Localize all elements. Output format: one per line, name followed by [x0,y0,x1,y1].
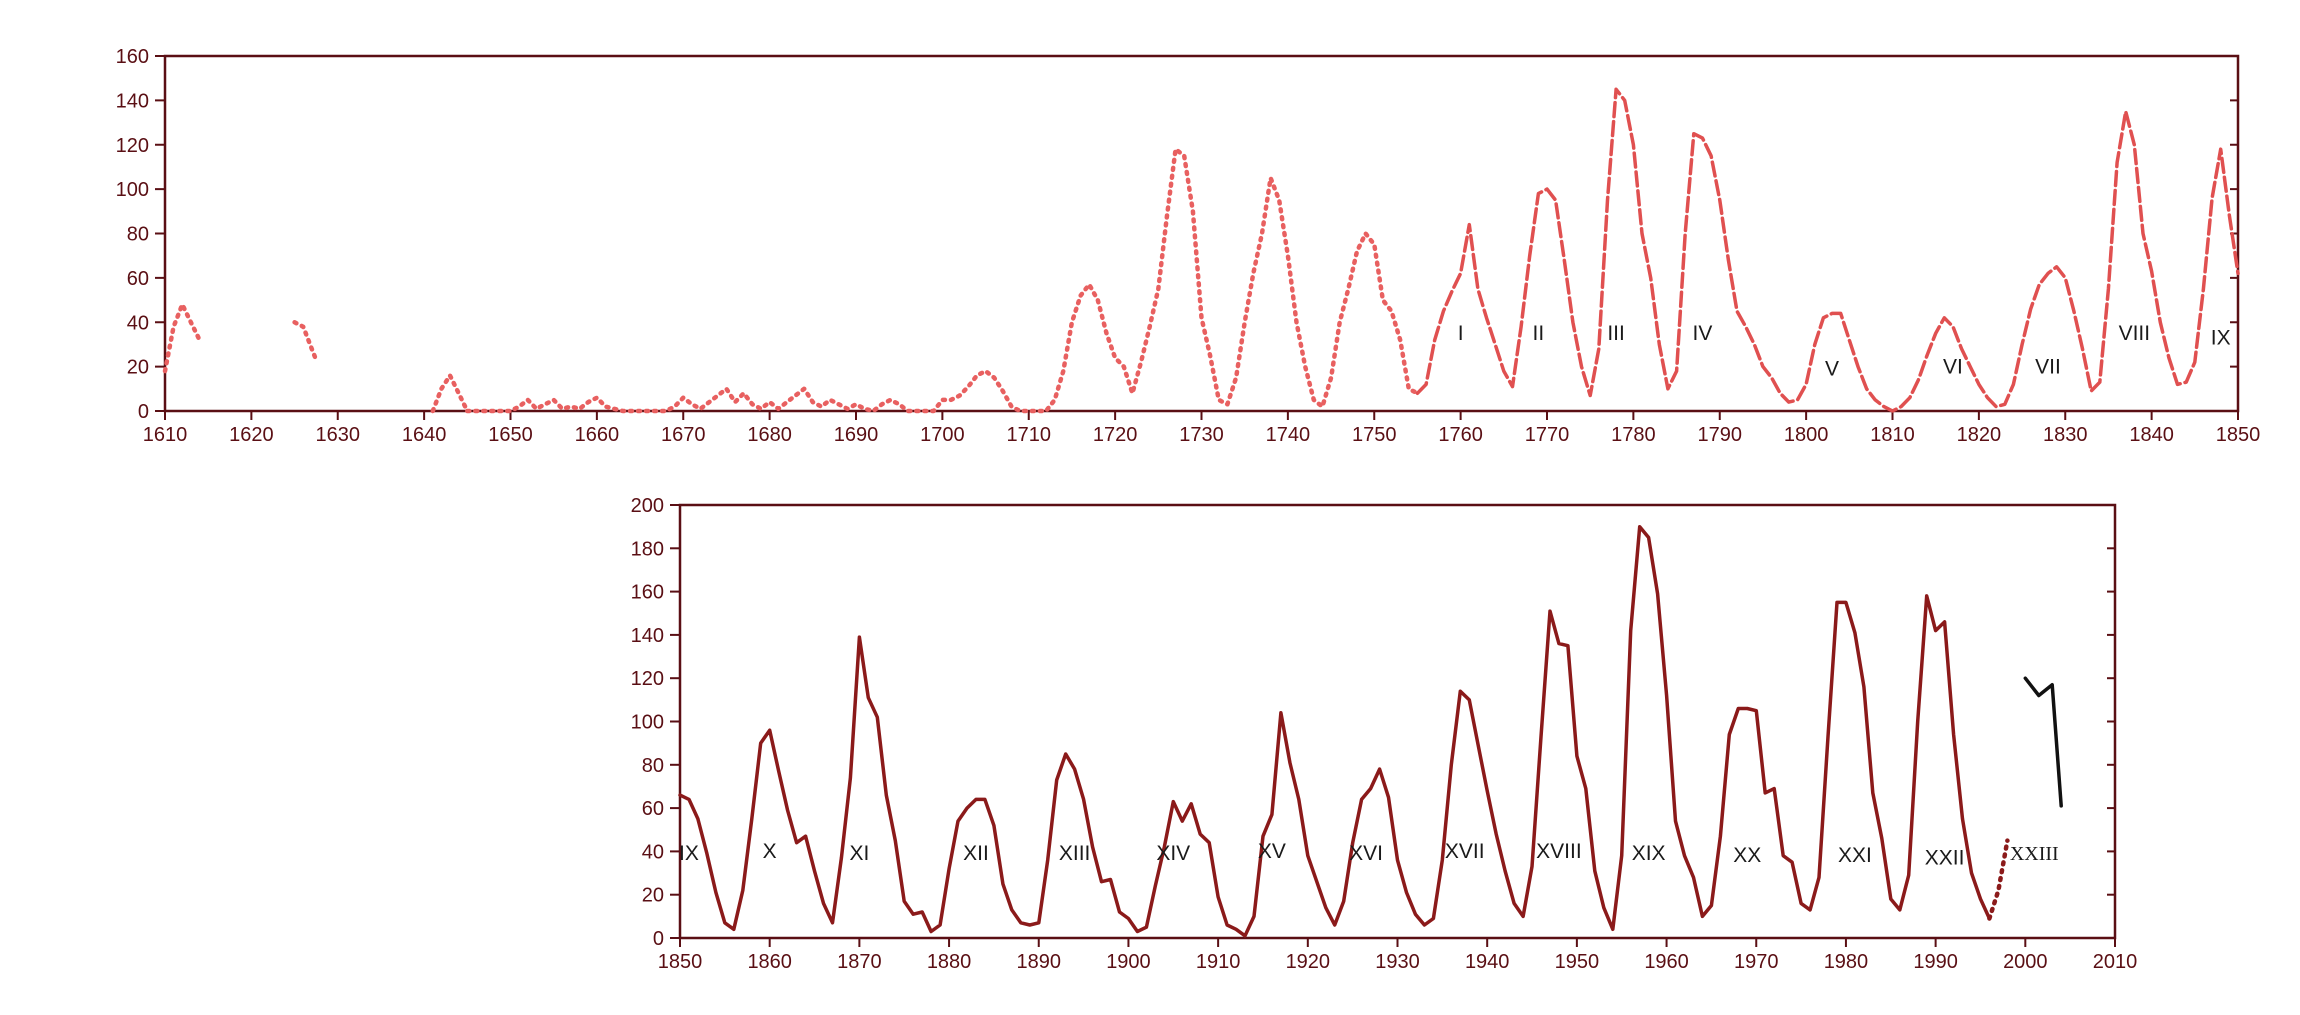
x-tick-label: 1750 [1352,424,1397,446]
x-tick-label: 1720 [1093,424,1138,446]
cycle-label: IV [1693,322,1713,345]
x-tick-label: 1790 [1698,424,1743,446]
series-line-solid [2023,676,2063,808]
y-tick-label: 60 [127,268,149,290]
x-tick-label: 1910 [1196,951,1241,973]
y-tick-label: 200 [631,495,664,517]
x-tick-label: 1980 [1824,951,1869,973]
x-tick-label: 1770 [1525,424,1570,446]
cycle-label: XII [963,842,989,865]
y-tick-label: 100 [631,712,664,734]
cycle-label: VI [1943,355,1963,378]
x-tick-label: 1900 [1106,951,1151,973]
y-tick-label: 120 [631,668,664,690]
x-tick-label: 2010 [2093,951,2138,973]
x-tick-label: 1950 [1555,951,1600,973]
x-tick-label: 1830 [2043,424,2088,446]
y-tick-label: 160 [116,46,149,68]
y-tick-label: 160 [631,582,664,604]
cycle-label: XVI [1349,842,1383,865]
y-tick-label: 140 [631,625,664,647]
cycle-label: VII [2035,355,2061,378]
x-tick-label: 1800 [1784,424,1829,446]
series-line-dotted [292,320,320,365]
y-tick-label: 80 [127,224,149,246]
y-tick-label: 20 [127,357,149,379]
cycle-label: XX [1733,844,1761,867]
x-tick-label: 1810 [1870,424,1915,446]
x-tick-label: 1850 [2216,424,2261,446]
x-tick-label: 1690 [834,424,879,446]
x-tick-label: 1610 [143,424,188,446]
cycle-label: XIX [1632,842,1666,865]
cycle-label: IX [679,842,699,865]
cycle-label: X [763,840,777,863]
cycle-label: I [1458,322,1464,345]
series-line-dashed [1415,87,2240,413]
cycle-label: III [1607,322,1625,345]
series-line-dotted [162,302,202,374]
y-tick-label: 0 [653,928,664,950]
series-line-dotted [430,373,470,414]
x-tick-label: 1710 [1007,424,1052,446]
x-tick-label: 1680 [747,424,792,446]
x-tick-label: 1630 [316,424,361,446]
y-tick-label: 20 [642,885,664,907]
y-tick-label: 0 [138,401,149,423]
x-tick-label: 1620 [229,424,274,446]
x-tick-label: 1730 [1179,424,1224,446]
x-tick-label: 1930 [1375,951,1420,973]
cycle-label: IX [2211,326,2231,349]
cycle-label: XVII [1445,840,1485,863]
y-tick-label: 80 [642,755,664,777]
cycle-label: V [1825,358,1839,381]
cycle-label: XVIII [1536,840,1582,863]
cycle-label: XIII [1059,842,1091,865]
series-line-solid [678,524,1992,938]
cycle-label: II [1533,322,1545,345]
x-tick-label: 1640 [402,424,447,446]
series-line-dotted [1987,838,2010,921]
cycle-label: XXI [1838,844,1872,867]
cycle-label: VIII [2119,322,2151,345]
plot-frame [678,503,2117,940]
cycle-label: XXII [1925,846,1965,869]
x-tick-label: 1650 [488,424,533,446]
cycle-label: XXIII [2010,843,2059,865]
x-tick-label: 1740 [1266,424,1311,446]
x-tick-label: 1850 [658,951,703,973]
x-tick-label: 1890 [1017,951,1062,973]
chart-panel-1610-1850: 0 20 40 60 80 100 120 140 160 1610 1620 1630 1640 165… [116,46,2261,446]
x-tick-label: 1780 [1611,424,1656,446]
y-tick-label: 100 [116,179,149,201]
y-tick-label: 180 [631,538,664,560]
x-tick-label: 1940 [1465,951,1510,973]
y-tick-label: 60 [642,798,664,820]
x-tick-label: 1970 [1734,951,1779,973]
x-tick-label: 1820 [1957,424,2002,446]
cycle-label: XV [1258,840,1286,863]
y-tick-label: 120 [116,135,149,157]
x-tick-label: 1960 [1644,951,1689,973]
x-tick-label: 2000 [2003,951,2048,973]
x-tick-label: 1860 [747,951,792,973]
x-tick-label: 1700 [920,424,965,446]
y-tick-label: 140 [116,90,149,112]
cycle-label: XI [849,842,869,865]
x-tick-label: 1990 [1913,951,1958,973]
y-tick-label: 40 [642,841,664,863]
x-tick-label: 1870 [837,951,882,973]
x-tick-label: 1880 [927,951,972,973]
x-tick-label: 1840 [2129,424,2174,446]
y-tick-label: 40 [127,312,149,334]
x-tick-label: 1670 [661,424,706,446]
x-tick-label: 1660 [575,424,620,446]
cycle-label: XIV [1156,842,1190,865]
series-line-dotted [465,146,1420,414]
chart-panel-1850-2010: 0 20 40 60 80 100 120 140 160 180 200 1850 1860 1870 1… [631,495,2138,973]
x-tick-label: 1920 [1286,951,1331,973]
x-tick-label: 1760 [1438,424,1483,446]
